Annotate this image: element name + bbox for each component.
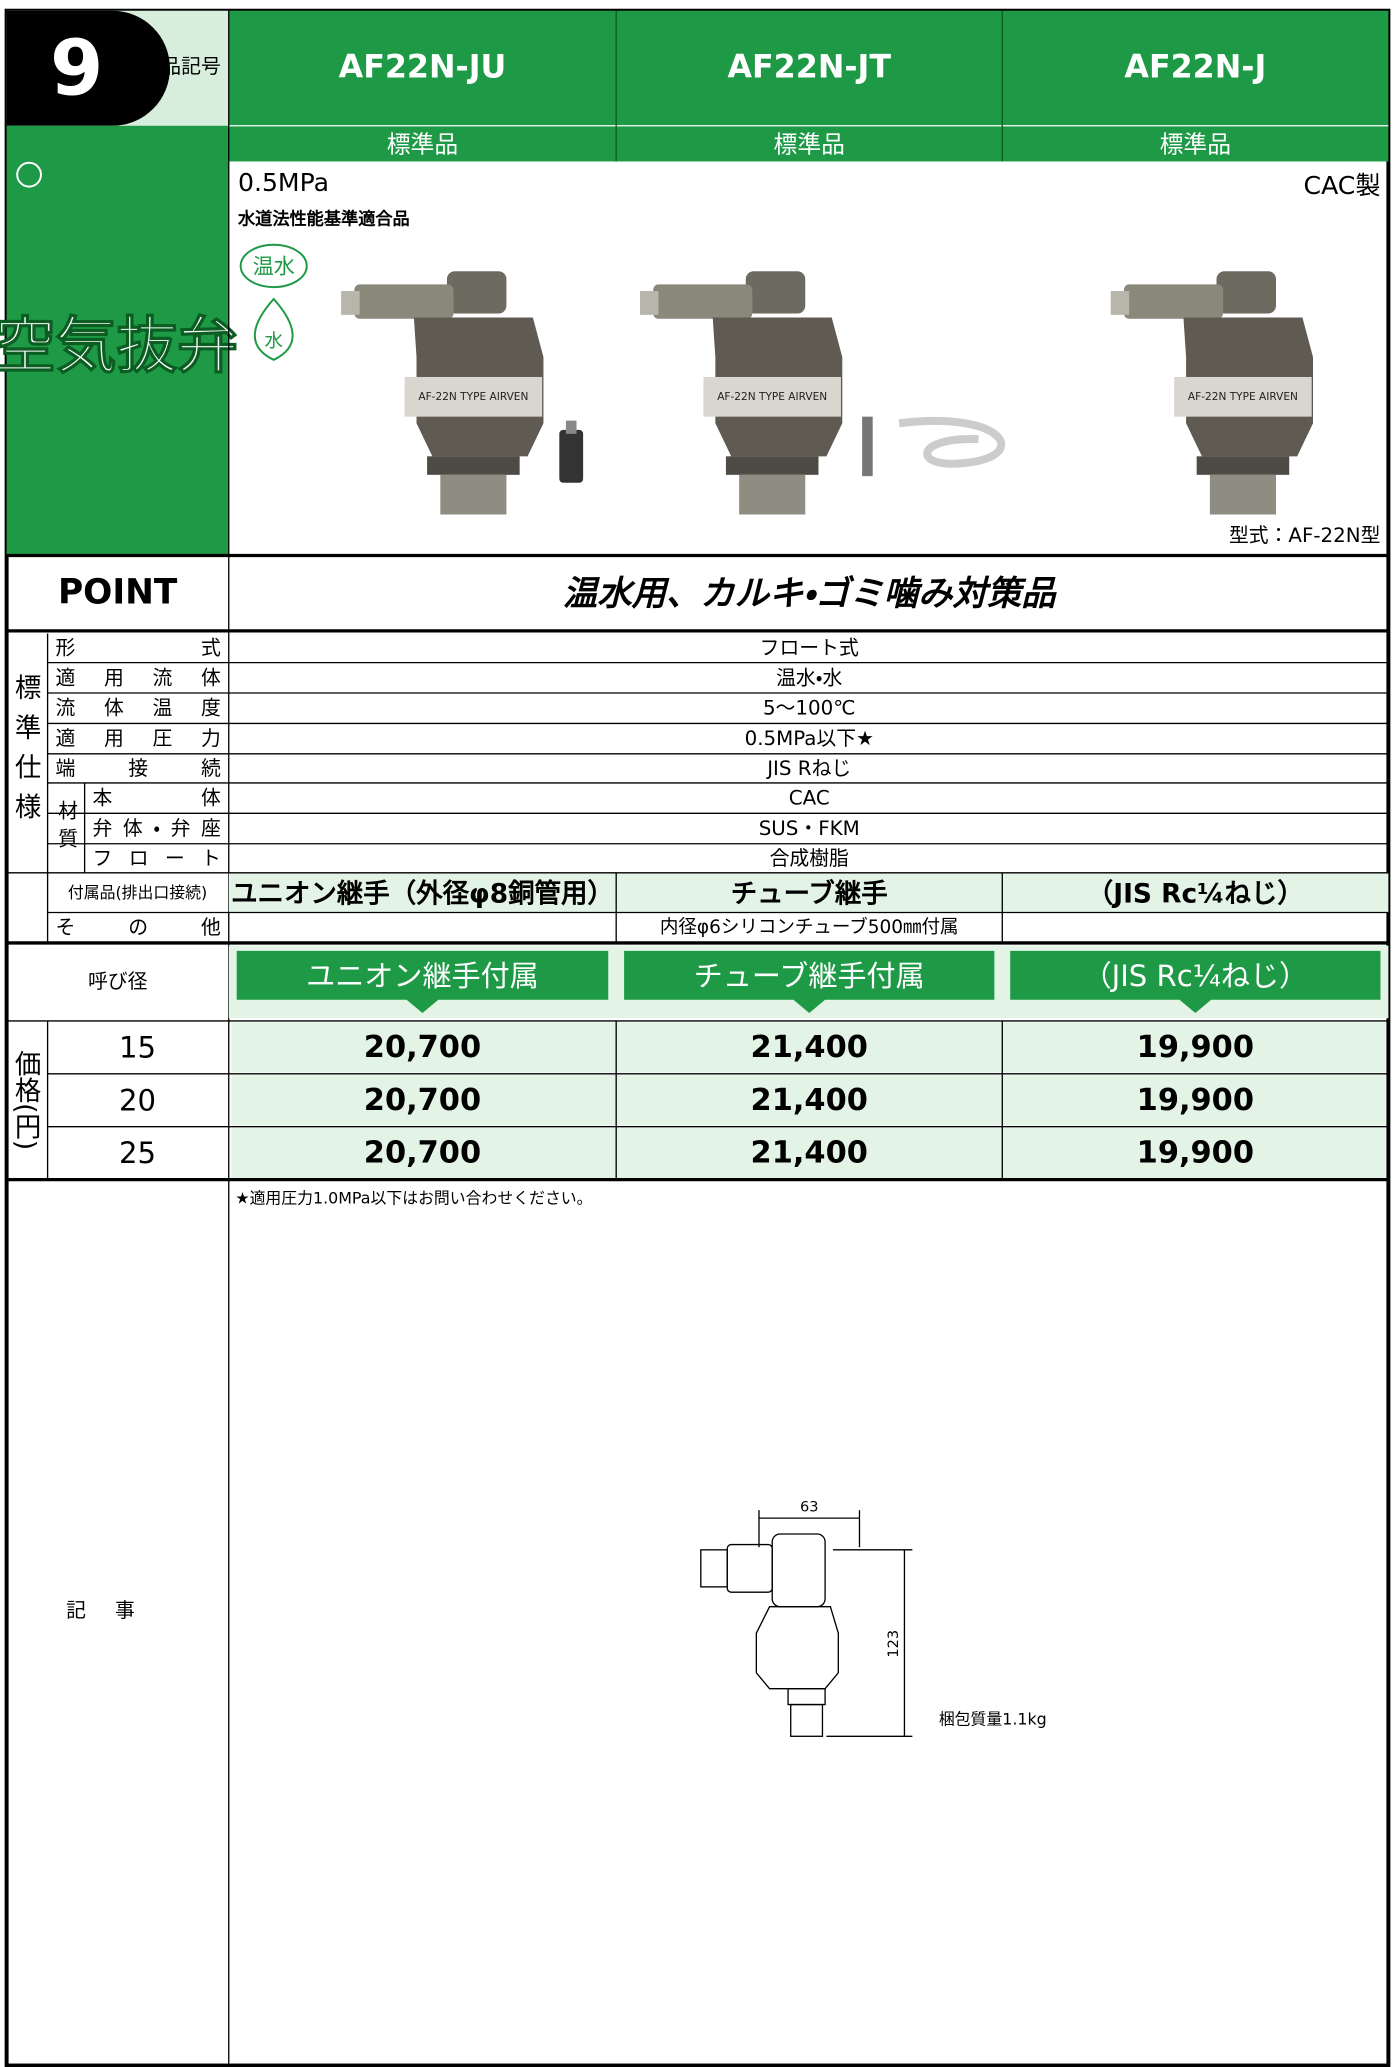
union-fitting: [559, 420, 584, 483]
price-header: チューブ継手付属: [694, 959, 925, 993]
badge: [239, 243, 308, 289]
spec-value: CAC: [789, 787, 830, 810]
size: 25: [119, 1136, 156, 1170]
badge-text: 温水: [253, 253, 295, 278]
spec-value: フロート式: [760, 637, 859, 660]
spec-value: JIS Rねじ: [765, 757, 851, 780]
price: 20,700: [364, 1083, 481, 1118]
point-label: POINT: [58, 573, 178, 613]
price: 20,700: [364, 1030, 481, 1065]
accessory-value: チューブ継手: [731, 879, 888, 910]
price: 20,700: [364, 1136, 481, 1171]
header-models: AF22N-JU 標準品 AF22N-JT 標準品 AF22N-J 標準品: [339, 50, 1267, 159]
code-label: 製品記号: [141, 55, 220, 78]
dimension-width: 63: [800, 1500, 819, 1516]
price: 19,900: [1137, 1083, 1254, 1118]
point-text: 温水用、カルキ・ゴミ噛み対策品: [563, 574, 1057, 614]
badge: [253, 297, 294, 361]
price-row-bg: [231, 1128, 1386, 1179]
accessory-bg: [228, 872, 1389, 913]
grade: 標準品: [1160, 130, 1231, 158]
model-code: AF22N-JT: [727, 50, 891, 86]
accessory-value: ユニオン継手（外径φ8銅管用）: [231, 879, 614, 910]
other-value: 内径φ6シリコンチューブ500㎜付属: [660, 916, 959, 938]
spec-label: 付属品(排出口接続): [68, 883, 207, 902]
spec-value: SUS・FKM: [759, 817, 860, 840]
spec-value: 合成樹脂: [770, 847, 849, 870]
grade: 標準品: [774, 130, 845, 158]
price: 21,400: [751, 1030, 868, 1065]
material-note: CAC製: [1304, 171, 1381, 200]
eco-icon: [16, 161, 42, 188]
spec-value: 0.5MPa以下★: [745, 727, 874, 750]
dimension-drawing: [700, 1510, 913, 1737]
size: 15: [119, 1030, 156, 1064]
spec-value: 5～100℃: [763, 697, 856, 720]
tube-fitting: [862, 416, 1006, 477]
header-bg: [228, 10, 1389, 162]
grade: 標準品: [387, 130, 458, 158]
price-row-bg: [231, 1022, 1386, 1073]
price-header-banner: [1010, 950, 1381, 1014]
price-header-banner: [624, 950, 995, 1014]
price-header-banner: [236, 950, 609, 1014]
price-header: ユニオン継手付属: [306, 959, 539, 993]
section-number: 9: [50, 24, 103, 113]
spec-section: 標準仕様: [10, 674, 41, 833]
price-header: （JIS Rc¼ねじ）: [1083, 959, 1309, 993]
model-type: 型式：AF-22N型: [1229, 524, 1381, 547]
footnote: ★適用圧力1.0MPa以下はお問い合わせください。: [235, 1189, 592, 1208]
price-row-bg: [231, 1075, 1386, 1126]
certification: 水道法性能基準適合品: [237, 209, 410, 230]
price-section: 価格(円): [10, 1050, 41, 1150]
category-bg: [6, 125, 229, 556]
pressure: 0.5MPa: [238, 168, 329, 197]
spec-value: 温水・水: [776, 666, 842, 689]
badge-text: 水: [264, 331, 283, 352]
model-code: AF22N-J: [1124, 50, 1266, 86]
size: 20: [119, 1083, 156, 1117]
price-table: 呼び径 ユニオン継手付属 チューブ継手付属 （JIS Rc¼ねじ） 15 20,700 21…: [6, 945, 1389, 1180]
material-label: 材質: [55, 800, 78, 856]
price: 19,900: [1137, 1030, 1254, 1065]
accessory-value: （JIS Rc¼ねじ）: [1087, 879, 1304, 910]
notes-label: 記事: [66, 1599, 164, 1622]
number-circle: [29, 16, 130, 117]
model-code: AF22N-JU: [339, 50, 507, 86]
size-label: 呼び径: [88, 970, 148, 993]
dimension-height: 123: [886, 1630, 902, 1658]
weight: 梱包質量1.1kg: [939, 1710, 1047, 1729]
price: 21,400: [751, 1083, 868, 1118]
price: 19,900: [1137, 1136, 1254, 1171]
spec-label: 弁体・弁座: [93, 817, 221, 840]
category-title: 空気抜弁: [0, 312, 238, 382]
price: 21,400: [751, 1136, 868, 1171]
